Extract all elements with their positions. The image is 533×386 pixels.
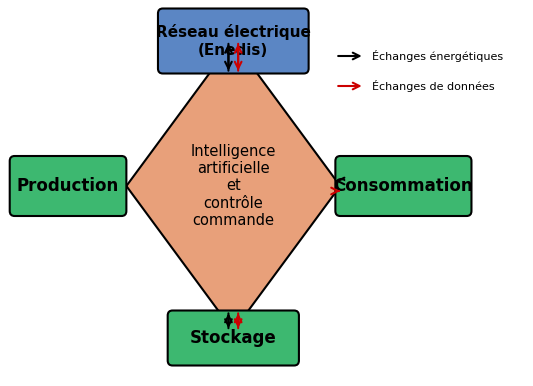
- Text: Production: Production: [17, 177, 119, 195]
- FancyBboxPatch shape: [158, 8, 309, 73]
- Text: Échanges de données: Échanges de données: [373, 80, 495, 92]
- Text: Réseau électrique
(Enedis): Réseau électrique (Enedis): [156, 24, 311, 58]
- Text: Intelligence
artificielle
et
contrôle
commande: Intelligence artificielle et contrôle co…: [191, 144, 276, 228]
- Text: Consommation: Consommation: [334, 177, 473, 195]
- FancyBboxPatch shape: [168, 310, 299, 366]
- FancyBboxPatch shape: [335, 156, 472, 216]
- Polygon shape: [126, 41, 340, 331]
- FancyBboxPatch shape: [10, 156, 126, 216]
- Text: Stockage: Stockage: [190, 329, 277, 347]
- Text: Échanges énergétiques: Échanges énergétiques: [373, 50, 504, 62]
